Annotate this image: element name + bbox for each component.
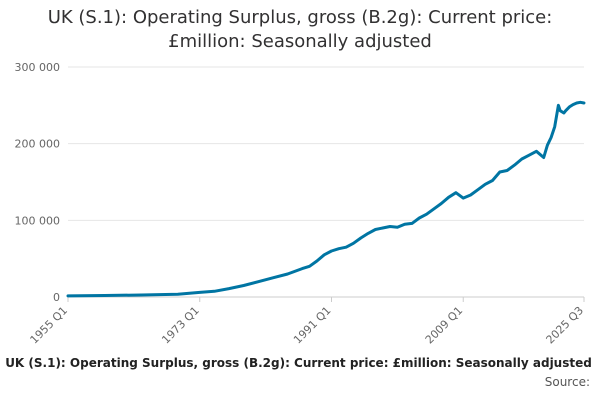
series-line	[66, 100, 586, 298]
y-tick-label: 300 000	[15, 61, 61, 74]
gridlines	[68, 66, 584, 298]
chart-title: UK (S.1): Operating Surplus, gross (B.2g…	[0, 6, 600, 54]
x-tick-label: 2025 Q3	[544, 304, 587, 347]
chart-title-line-1: UK (S.1): Operating Surplus, gross (B.2g…	[47, 7, 553, 28]
legend: UK (S.1): Operating Surplus, gross (B.2g…	[0, 356, 600, 374]
y-tick-label: 0	[53, 291, 60, 304]
y-axis: 0 100 000 200 000 300 000	[15, 61, 61, 304]
series-layer	[66, 100, 586, 298]
y-tick-label: 100 000	[15, 214, 61, 227]
source-label: Source:	[544, 375, 590, 389]
x-tick-label: 1973 Q1	[159, 304, 202, 347]
y-tick-label: 200 000	[15, 138, 61, 151]
legend-label: UK (S.1): Operating Surplus, gross (B.2g…	[5, 356, 592, 370]
chart-title-line-2: £million: Seasonally adjusted	[168, 31, 432, 52]
x-axis: 1955 Q1 1973 Q1 1991 Q1 2009 Q1 2025 Q3	[28, 297, 587, 347]
x-tick-label: 1991 Q1	[291, 304, 334, 347]
x-tick-label: 1955 Q1	[28, 304, 71, 347]
x-tick-label: 2009 Q1	[423, 304, 466, 347]
